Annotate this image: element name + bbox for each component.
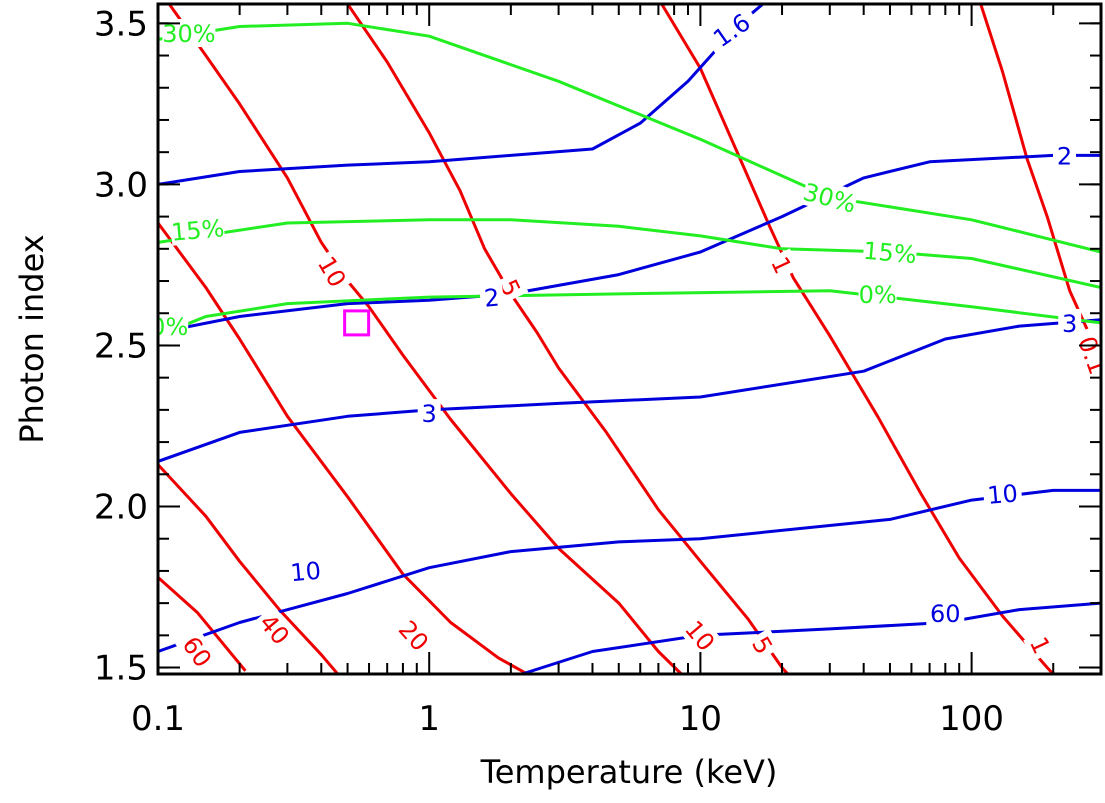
contour-label-22: 15% <box>862 235 918 270</box>
contour-line-12 <box>521 601 1101 674</box>
contour-lines <box>158 4 1101 674</box>
contour-line-6 <box>660 4 1055 674</box>
svg-text:0%: 0% <box>150 313 188 341</box>
y-tick-label: 3.0 <box>94 165 148 205</box>
contour-line-13 <box>158 21 1101 254</box>
contour-line-14 <box>158 218 1101 289</box>
y-tick-label: 2.5 <box>94 326 148 366</box>
svg-text:2: 2 <box>483 283 501 312</box>
axis-ticks: 0.1 1 10 100 1.5 2.0 2.5 3.0 3.5 <box>94 4 1102 739</box>
y-tick-label: 3.5 <box>94 4 148 44</box>
y-tick-label: 1.5 <box>94 649 148 689</box>
contour-line-15 <box>158 289 1101 338</box>
contour-line-2 <box>158 463 339 674</box>
contour-label-23: 0% <box>150 312 188 341</box>
x-tick-label: 1 <box>418 699 440 739</box>
x-tick-label: 100 <box>939 699 1004 739</box>
marker-layer <box>343 309 371 337</box>
svg-text:10: 10 <box>312 252 352 292</box>
svg-text:30%: 30% <box>162 20 215 48</box>
svg-text:3: 3 <box>1062 310 1077 338</box>
svg-text:10: 10 <box>679 615 720 656</box>
contour-line-8 <box>158 4 764 186</box>
contour-line-1 <box>158 576 247 672</box>
contour-label-2: 40 <box>252 605 298 653</box>
x-tick-label: 10 <box>679 699 722 739</box>
contour-line-9 <box>158 153 1101 335</box>
marker-square <box>343 309 371 337</box>
x-axis-title: Temperature (keV) <box>480 753 778 791</box>
contour-label-4: 10 <box>310 247 355 295</box>
contour-label-17: 10 <box>982 477 1023 510</box>
svg-text:40: 40 <box>254 609 295 650</box>
svg-text:15%: 15% <box>862 237 918 270</box>
svg-text:15%: 15% <box>170 214 226 247</box>
contour-line-5 <box>346 4 789 674</box>
contour-line-4 <box>167 4 683 674</box>
plot-frame <box>156 2 1103 676</box>
y-tick-label: 2.0 <box>94 488 148 528</box>
y-axis-title: Photon index <box>13 234 51 443</box>
contour-label-12: 2 <box>479 282 505 313</box>
contour-line-3 <box>158 222 529 674</box>
svg-text:60: 60 <box>930 600 961 628</box>
contour-label-16: 10 <box>285 555 326 588</box>
svg-text:20: 20 <box>393 615 434 656</box>
contour-label-9: 1 <box>1023 628 1059 662</box>
contour-label-24: 0% <box>859 279 897 309</box>
contour-label-21: 15% <box>170 213 226 247</box>
svg-text:0%: 0% <box>859 281 897 309</box>
contour-label-13: 2 <box>1053 141 1076 170</box>
contour-label-1: 60 <box>175 627 220 674</box>
svg-text:60: 60 <box>177 632 217 673</box>
svg-text:10: 10 <box>986 479 1019 510</box>
contour-label-14: 3 <box>417 399 441 428</box>
x-tick-label: 0.1 <box>131 699 185 739</box>
contour-label-15: 3 <box>1058 308 1082 338</box>
svg-text:2: 2 <box>1057 142 1072 170</box>
contour-line-10 <box>158 318 1101 463</box>
svg-text:3: 3 <box>422 400 437 428</box>
svg-text:10: 10 <box>289 557 322 588</box>
contour-label-18: 60 <box>926 598 965 628</box>
